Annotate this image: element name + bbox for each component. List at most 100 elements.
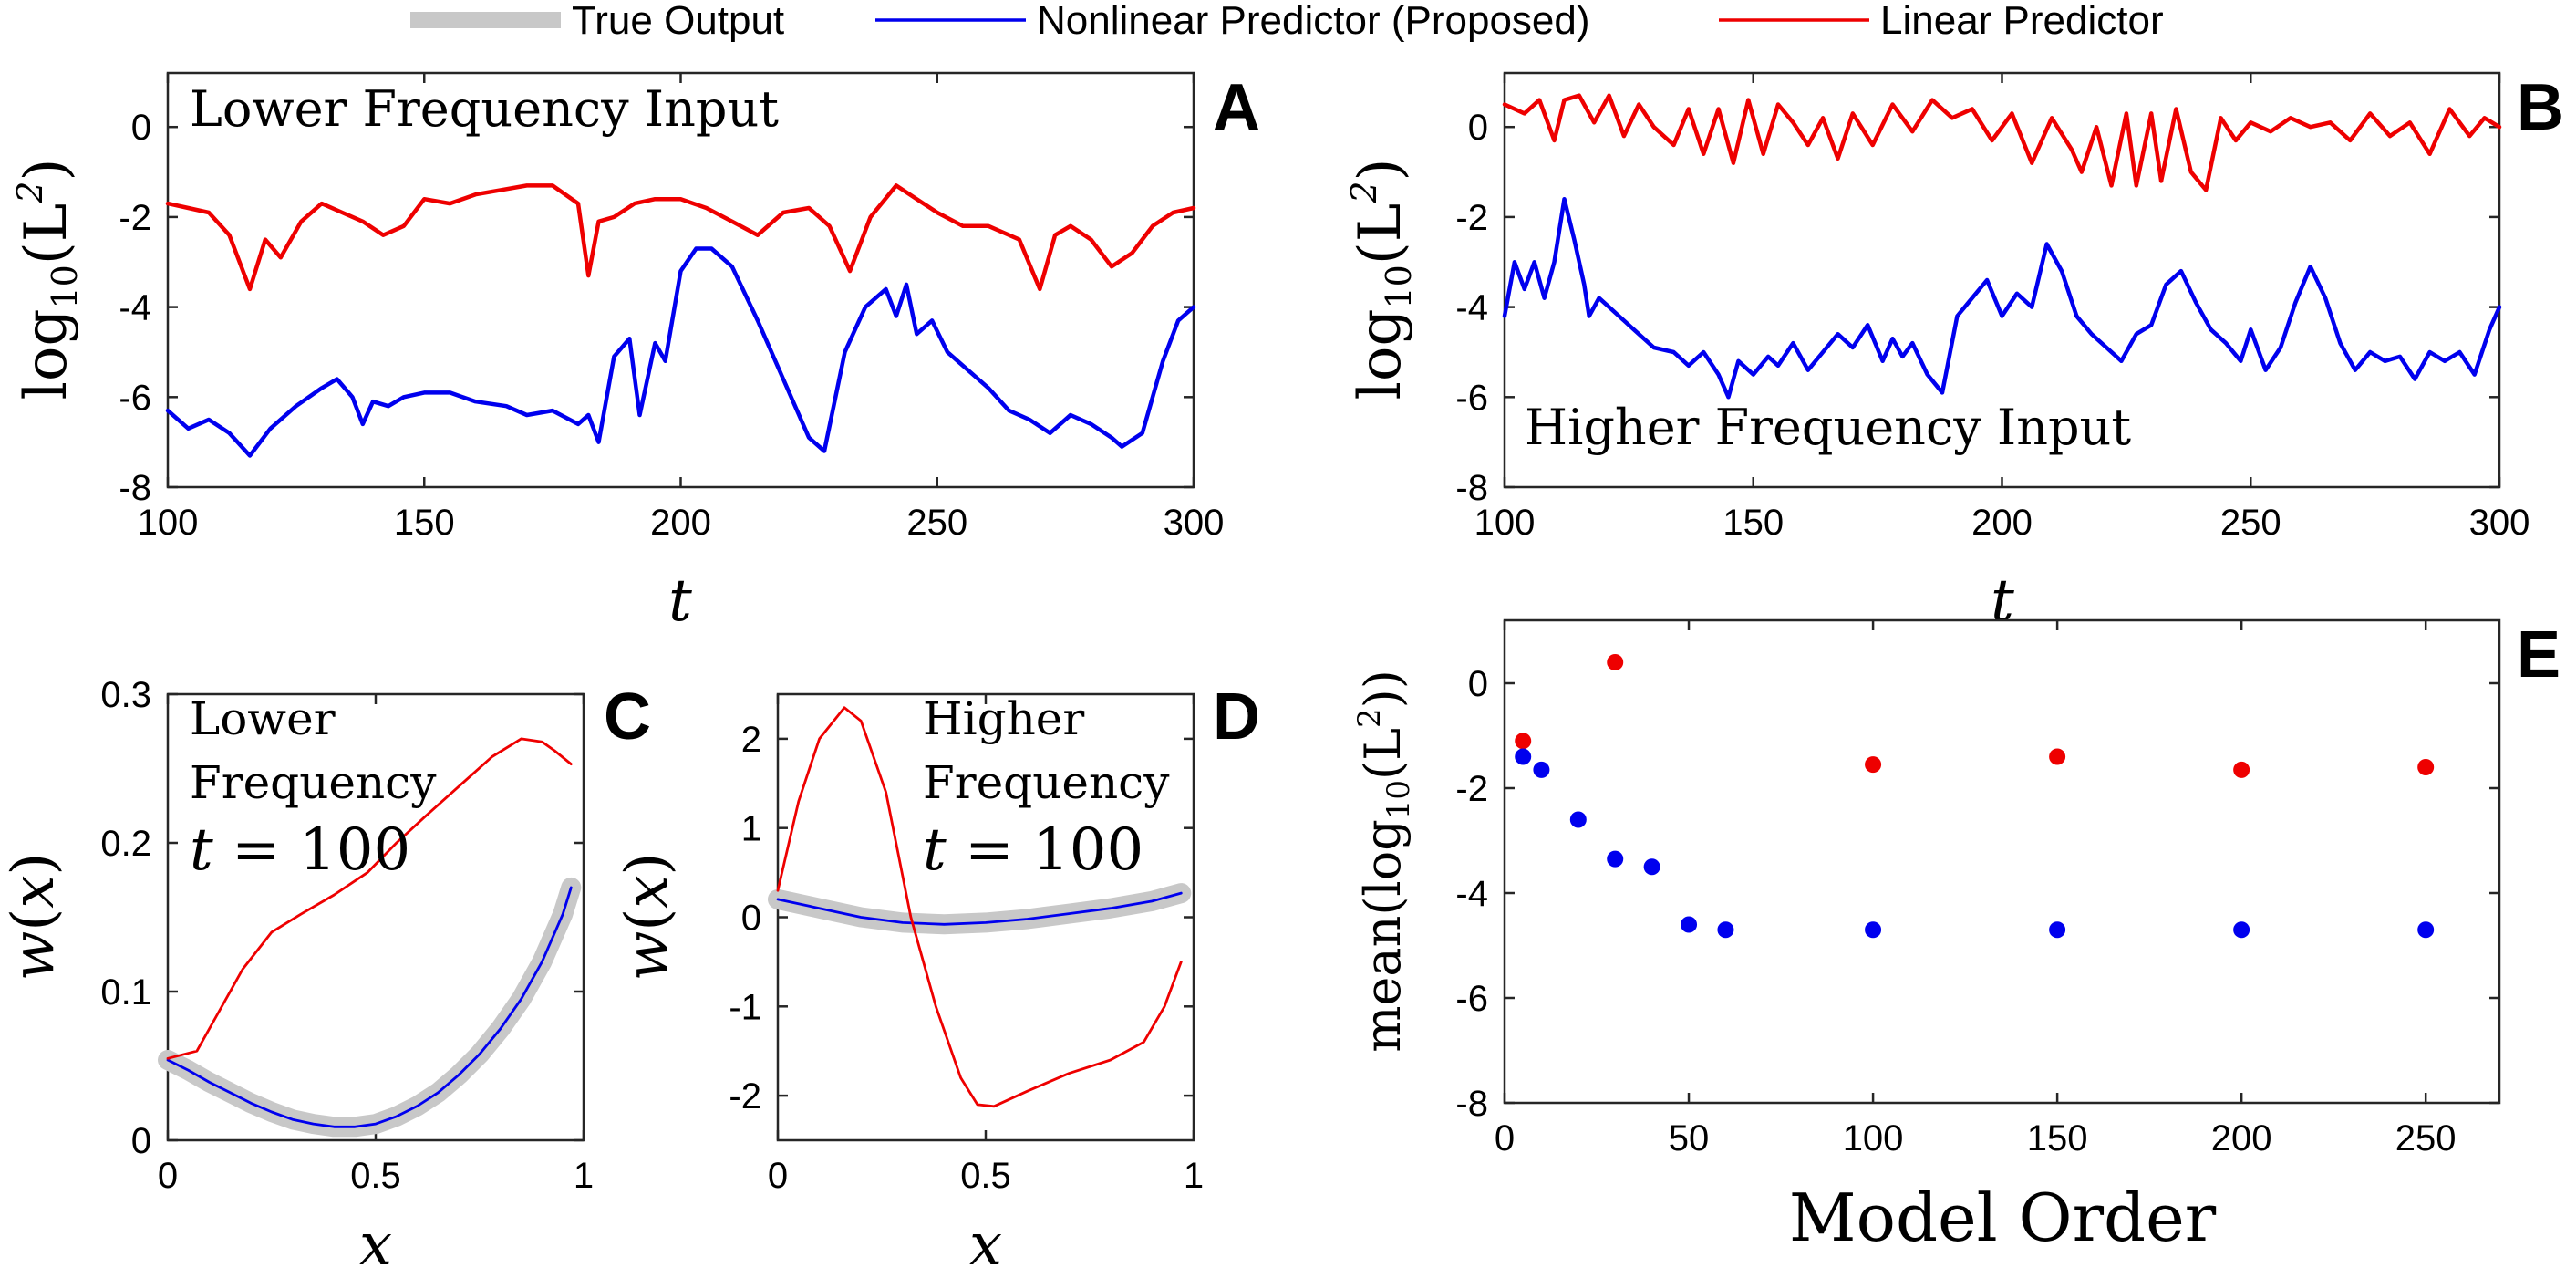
x-tick-label: 150	[2027, 1118, 2088, 1159]
legend-label: Nonlinear Predictor (Proposed)	[1037, 0, 1590, 43]
y-tick-label: -8	[1455, 1084, 1488, 1124]
series-linear-predictor	[1502, 93, 2502, 192]
legend-label: True Output	[572, 0, 784, 43]
series-linear-predictor	[1515, 654, 2435, 778]
data-point	[2049, 748, 2066, 765]
data-point	[1515, 748, 1532, 765]
y-tick-label: -8	[1455, 468, 1488, 508]
x-tick-label: 0	[768, 1156, 788, 1196]
y-tick-label: -2	[1455, 198, 1488, 238]
series-nonlinear-predictor-proposed	[776, 891, 1183, 926]
data-point	[1717, 921, 1734, 939]
x-tick-label: 250	[2395, 1118, 2457, 1159]
x-tick-label: 0	[1495, 1118, 1515, 1159]
data-point	[1681, 916, 1698, 933]
legend-label: Linear Predictor	[1880, 0, 2164, 43]
data-point	[1569, 811, 1587, 828]
x-axis-label: Model Order	[1789, 1179, 2217, 1256]
panel-letter: E	[2517, 618, 2560, 691]
y-tick-label: -4	[1455, 874, 1488, 914]
panel-annotation: Lower	[190, 692, 336, 745]
data-point	[1643, 858, 1660, 876]
panel-annotation: t = 100	[923, 816, 1143, 884]
x-tick-label: 200	[650, 503, 711, 543]
data-point	[1865, 756, 1882, 774]
x-tick-label: 0.5	[350, 1156, 401, 1196]
legend-item-linear-predictor: Linear Predictor	[1719, 0, 2164, 43]
y-tick-label: 0.1	[100, 972, 151, 1013]
y-axis-label: log10(L2)	[10, 159, 85, 400]
panel-annotation: Lower Frequency Input	[190, 80, 779, 138]
y-tick-label: -4	[1455, 288, 1488, 328]
y-axis-label: w(x)	[0, 853, 67, 982]
panel-letter: D	[1213, 681, 1260, 753]
data-point	[1607, 654, 1624, 670]
series-nonlinear-predictor-proposed	[166, 886, 573, 1128]
x-tick-label: 0.5	[960, 1156, 1011, 1196]
x-tick-label: 50	[1669, 1118, 1710, 1159]
data-point	[1533, 761, 1550, 778]
x-tick-label: 250	[906, 503, 967, 543]
panel-b: 100 150 200 250 300 0 -2 -4 -6 -8 t log10(L2) B Highe…	[1344, 71, 2564, 635]
y-tick-label: 0	[131, 1121, 151, 1161]
series-line	[776, 706, 1183, 1108]
y-tick-label: -2	[729, 1076, 761, 1117]
series-line	[768, 883, 1192, 935]
series-line	[1502, 93, 2502, 192]
panel-annotation: t = 100	[190, 816, 410, 884]
series-nonlinear-predictor-proposed	[165, 246, 1196, 458]
data-point	[2233, 921, 2250, 939]
x-axis-label: t	[1991, 567, 2014, 635]
plot-area-frame	[1503, 618, 2501, 1105]
data-point	[2417, 921, 2435, 939]
series-linear-predictor	[166, 737, 573, 1060]
series-line	[165, 246, 1196, 458]
series-line	[776, 891, 1183, 926]
y-tick-label: 0.3	[100, 675, 151, 715]
x-tick-label: 100	[1843, 1118, 1904, 1159]
y-axis-label: w(x)	[614, 853, 681, 982]
y-tick-label: -1	[729, 987, 761, 1027]
x-tick-label: 100	[138, 503, 199, 543]
y-tick-label: 0	[741, 899, 761, 939]
y-tick-label: -2	[119, 198, 151, 238]
x-tick-label: 150	[394, 503, 455, 543]
x-tick-label: 1	[574, 1156, 594, 1196]
x-tick-label: 250	[2220, 503, 2281, 543]
series-line	[165, 183, 1196, 292]
y-tick-label: -2	[1455, 769, 1488, 809]
x-tick-label: 200	[2211, 1118, 2272, 1159]
data-point	[1515, 733, 1532, 750]
x-tick-label: 300	[2469, 503, 2530, 543]
legend: True Output Nonlinear Predictor (Proposed…	[410, 0, 2164, 43]
panel-a: 100 150 200 250 300 0 -2 -4 -6 -8 t log10(L2) A Lower…	[10, 71, 1260, 635]
x-tick-label: 300	[1164, 503, 1225, 543]
y-tick-label: 2	[741, 720, 761, 760]
series-line	[166, 737, 573, 1060]
x-axis-label: t	[668, 567, 692, 635]
x-axis-label: x	[969, 1211, 1002, 1278]
y-tick-label: -6	[1455, 979, 1488, 1019]
y-tick-label: 0	[1468, 108, 1488, 148]
y-axis-label: mean(log10(L2))	[1351, 670, 1417, 1053]
series-linear-predictor	[776, 706, 1183, 1108]
series-line	[166, 886, 573, 1128]
panel-e: 0 50 100 150 200 250 0 -2 -4 -6 -8 Model Order mean(…	[1351, 618, 2560, 1256]
data-point	[2417, 759, 2435, 775]
legend-item-nonlinear-predictor-proposed: Nonlinear Predictor (Proposed)	[875, 0, 1590, 43]
data-point	[1607, 850, 1624, 868]
y-tick-label: -8	[119, 468, 151, 508]
panel-c: 0 0.5 1 0 0.1 0.2 0.3 x w(x) C Lower Frequency t = 1…	[0, 675, 651, 1278]
x-axis-label: x	[359, 1211, 392, 1278]
y-tick-label: 0	[131, 108, 151, 148]
panel-letter: B	[2517, 71, 2564, 144]
panel-d: 0 0.5 1 -2 -1 0 1 2 x w(x) D Higher Frequency t = 100	[614, 681, 1260, 1278]
y-tick-label: -4	[119, 288, 151, 328]
series-nonlinear-predictor-proposed	[1515, 748, 2435, 939]
x-tick-label: 200	[1971, 503, 2033, 543]
panel-letter: C	[604, 681, 651, 753]
y-tick-label: -6	[1455, 378, 1488, 418]
x-tick-label: 0	[158, 1156, 178, 1196]
x-tick-label: 150	[1723, 503, 1784, 543]
